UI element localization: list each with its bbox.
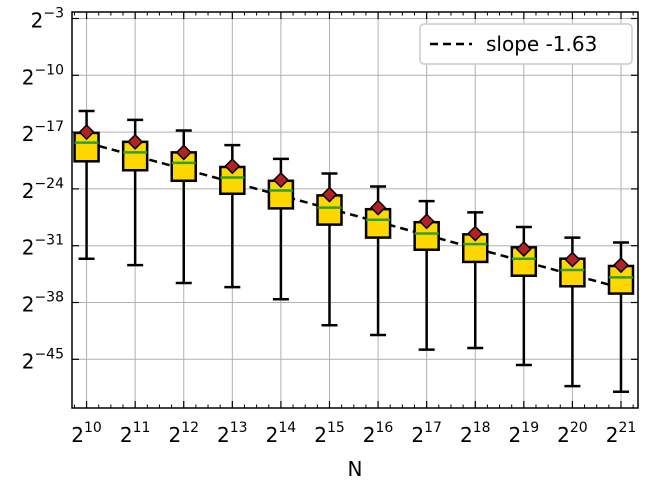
- mean-marker: [612, 257, 630, 274]
- box-6: [364, 185, 392, 337]
- box-11: [607, 241, 635, 394]
- y-tick-label: 2−24: [22, 176, 64, 203]
- y-tick-labels: 2−3 2−10 2−17 2−24 2−31 2−38 2−45: [22, 5, 64, 373]
- box-1: [121, 118, 149, 267]
- mean-marker: [370, 199, 387, 216]
- x-tick-label: 212: [168, 420, 199, 447]
- x-axis-label: N: [348, 457, 363, 481]
- mean-marker: [515, 240, 532, 258]
- x-tick-label: 210: [71, 420, 102, 447]
- box-7: [413, 199, 440, 351]
- mean-marker: [418, 213, 435, 230]
- box-9: [510, 225, 538, 367]
- legend-frame: [419, 23, 633, 65]
- x-tick-label: 217: [411, 420, 442, 447]
- legend: slope -1.63: [419, 23, 633, 65]
- plot-frame: [71, 11, 639, 409]
- box-2: [170, 129, 197, 285]
- mean-marker: [321, 186, 338, 203]
- mean-marker: [78, 124, 95, 141]
- y-tick-label: 2−10: [22, 62, 64, 89]
- fit-line-layer: [86, 141, 622, 290]
- x-tick-label: 211: [120, 420, 151, 447]
- mean-marker: [127, 133, 144, 150]
- box-0: [73, 109, 100, 260]
- x-tick-label: 218: [460, 420, 491, 447]
- y-tick-label: 2−45: [22, 346, 64, 373]
- fit-line: [86, 141, 622, 290]
- box-5: [316, 172, 343, 327]
- box-4: [267, 157, 295, 301]
- x-tick-label: 215: [314, 420, 345, 447]
- y-tick-label: 2−17: [22, 119, 64, 146]
- x-tick-label: 214: [266, 420, 297, 447]
- x-tick-label: 213: [217, 420, 248, 447]
- mean-marker: [224, 158, 241, 175]
- x-tick-label: 220: [557, 420, 588, 447]
- box-3: [219, 143, 246, 289]
- mean-marker: [175, 144, 192, 161]
- mean-marker: [272, 171, 289, 189]
- y-tick-label: 2−31: [22, 233, 64, 260]
- x-tick-label: 219: [509, 420, 540, 447]
- mean-marker: [564, 251, 581, 268]
- box-series: [73, 109, 635, 394]
- x-tick-label: 216: [363, 420, 394, 447]
- box-10: [559, 236, 586, 388]
- box-8: [461, 211, 489, 350]
- legend-label: slope -1.63: [486, 32, 597, 56]
- axis-ticks: [72, 12, 638, 408]
- y-tick-label: 2−3: [31, 5, 64, 32]
- x-tick-label: 221: [606, 420, 637, 447]
- x-tick-labels: 210 211 212 213 214 215 216 217 218 219 220 221: [71, 420, 636, 447]
- mean-marker: [467, 225, 484, 242]
- grid-lines: [72, 12, 638, 408]
- y-tick-label: 2−38: [22, 290, 64, 317]
